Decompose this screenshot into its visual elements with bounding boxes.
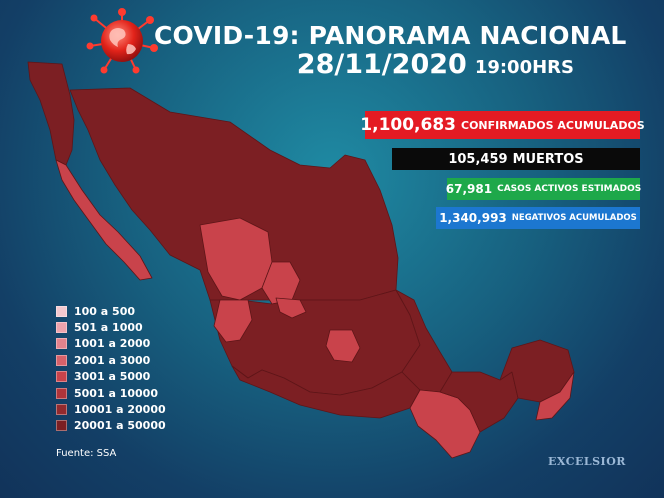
legend-label: 3001 a 5000 bbox=[74, 370, 151, 384]
region-quintana-roo bbox=[535, 371, 575, 421]
region-baja-california-sur bbox=[55, 159, 153, 281]
legend-label: 1001 a 2000 bbox=[74, 337, 151, 351]
legend-label: 2001 a 3000 bbox=[74, 353, 151, 367]
title-block: COVID-19: PANORAMA NACIONAL 28/11/2020 19… bbox=[154, 21, 627, 83]
deaths-stat: 105,459 MUERTOS bbox=[392, 148, 640, 170]
legend-label: 10001 a 20000 bbox=[74, 403, 166, 417]
legend-swatch bbox=[56, 305, 67, 317]
page-title: COVID-19: PANORAMA NACIONAL bbox=[154, 21, 627, 50]
brand-logo: EXCELSIOR bbox=[548, 455, 626, 468]
legend-swatch bbox=[56, 404, 67, 416]
legend-item: 10001 a 20000 bbox=[56, 401, 166, 417]
legend: 100 a 500 501 a 1000 1001 a 2000 2001 a 300… bbox=[56, 303, 166, 434]
legend-swatch bbox=[56, 338, 67, 350]
confirmed-label: CONFIRMADOS ACUMULADOS bbox=[461, 118, 645, 132]
legend-item: 100 a 500 bbox=[56, 303, 166, 319]
negative-label: NEGATIVOS ACUMULADOS bbox=[511, 213, 637, 223]
legend-swatch bbox=[56, 387, 67, 399]
legend-label: 5001 a 10000 bbox=[74, 386, 158, 400]
legend-label: 100 a 500 bbox=[74, 304, 136, 318]
negative-stat: 1,340,993 NEGATIVOS ACUMULADOS bbox=[436, 207, 640, 229]
legend-item: 20001 a 50000 bbox=[56, 418, 166, 434]
legend-swatch bbox=[56, 420, 67, 432]
date-value: 28/11/2020 bbox=[296, 49, 467, 80]
source-note: Fuente: SSA bbox=[56, 448, 117, 459]
legend-swatch bbox=[56, 322, 67, 334]
legend-swatch bbox=[56, 354, 67, 366]
legend-item: 3001 a 5000 bbox=[56, 369, 166, 385]
time-value: 19:00HRS bbox=[474, 57, 574, 78]
globe-virus-icon bbox=[86, 8, 158, 74]
region-jalisco bbox=[213, 299, 253, 343]
legend-swatch bbox=[56, 371, 67, 383]
region-hidalgo-edomex bbox=[325, 329, 361, 363]
legend-item: 5001 a 10000 bbox=[56, 385, 166, 401]
deaths-label: MUERTOS bbox=[512, 151, 584, 167]
report-date: 28/11/2020 19:00HRS bbox=[154, 50, 574, 83]
negative-value: 1,340,993 bbox=[439, 211, 507, 225]
active-label: CASOS ACTIVOS ESTIMADOS bbox=[497, 184, 642, 194]
legend-item: 1001 a 2000 bbox=[56, 336, 166, 352]
region-aguascalientes bbox=[275, 297, 307, 319]
deaths-value: 105,459 bbox=[448, 151, 508, 167]
active-stat: 67,981 CASOS ACTIVOS ESTIMADOS bbox=[445, 178, 642, 200]
confirmed-value: 1,100,683 bbox=[360, 115, 456, 135]
legend-item: 2001 a 3000 bbox=[56, 352, 166, 368]
region-baja-california bbox=[27, 61, 75, 166]
legend-item: 501 a 1000 bbox=[56, 319, 166, 335]
mexico-map bbox=[27, 61, 575, 459]
legend-label: 501 a 1000 bbox=[74, 321, 143, 335]
legend-label: 20001 a 50000 bbox=[74, 419, 166, 433]
confirmed-stat: 1,100,683 CONFIRMADOS ACUMULADOS bbox=[360, 111, 645, 139]
active-value: 67,981 bbox=[445, 182, 493, 196]
